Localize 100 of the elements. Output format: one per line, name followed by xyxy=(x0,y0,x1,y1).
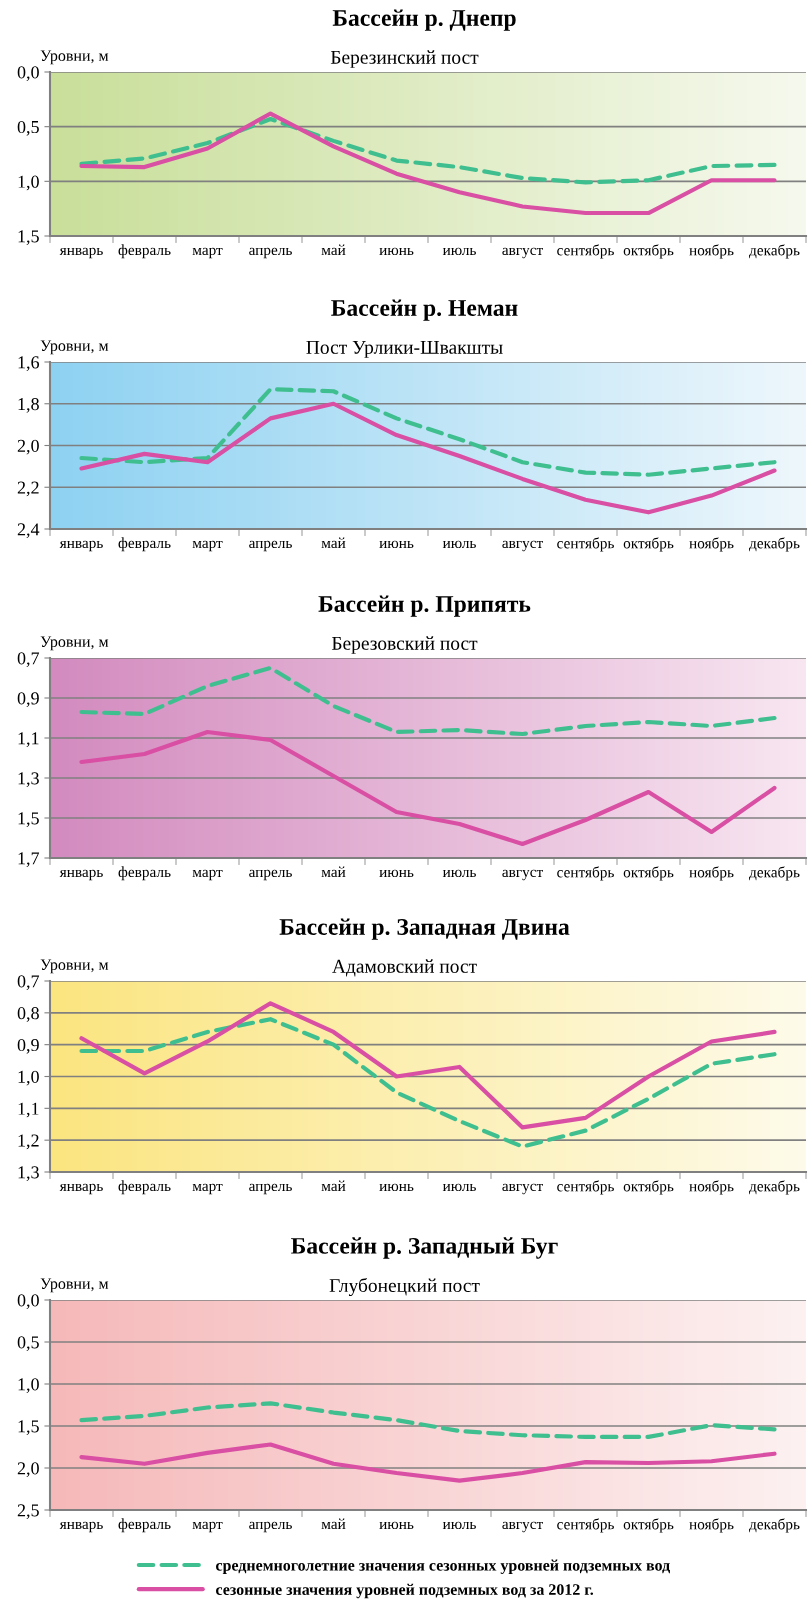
y-tick-label: 0,8 xyxy=(17,1007,39,1022)
y-tick-label: 1,0 xyxy=(18,1070,39,1086)
chart-title: Бассейн р. Припять xyxy=(318,595,531,617)
x-tick-label: январь xyxy=(59,540,103,552)
x-tick-label: октябрь xyxy=(623,1180,674,1195)
x-tick-label: октябрь xyxy=(623,866,674,881)
x-tick-label: февраль xyxy=(118,1518,171,1533)
chart-subtitle: Березинский пост xyxy=(330,50,479,68)
y-tick-label: 0,0 xyxy=(17,1294,39,1310)
x-tick-label: ноябрь xyxy=(689,866,734,881)
x-tick-label: март xyxy=(192,540,223,552)
x-tick-label: апрель xyxy=(249,1183,292,1195)
y-tick-label: 1,2 xyxy=(18,1134,39,1150)
x-tick-label: февраль xyxy=(118,537,171,552)
x-tick-label: март xyxy=(192,247,223,259)
line-series xyxy=(79,1017,777,1149)
x-tick-label: октябрь xyxy=(623,244,674,259)
y-axis-title: Уровни, м xyxy=(40,50,109,65)
x-tick-label: август xyxy=(502,540,543,552)
y-axis-title: Уровни, м xyxy=(40,959,109,974)
x-tick-label: февраль xyxy=(118,1180,171,1195)
y-axis-title: Уровни, м xyxy=(40,1278,109,1293)
y-tick-label: 1,5 xyxy=(18,812,39,828)
line-series xyxy=(79,1001,777,1130)
x-tick-label: июнь xyxy=(379,1183,414,1192)
x-tick-label: август xyxy=(502,1521,543,1533)
x-tick-label: август xyxy=(502,1183,543,1195)
x-tick-label: июль xyxy=(442,1521,476,1530)
y-tick-label: 2,0 xyxy=(17,1462,39,1478)
line-series xyxy=(79,1442,777,1483)
x-tick-label: декабрь xyxy=(749,866,800,881)
legend-label: среднемноголетние значения сезонных уровней подземных вод xyxy=(216,1559,670,1574)
x-tick-label: май xyxy=(321,1518,346,1530)
x-tick-label: ноябрь xyxy=(689,244,734,259)
x-tick-label: январь xyxy=(59,869,103,881)
x-tick-label: октябрь xyxy=(623,1518,674,1533)
x-tick-label: сентябрь xyxy=(557,244,614,259)
line-series xyxy=(79,1401,777,1440)
y-tick-label: 1,7 xyxy=(18,852,40,868)
x-tick-label: май xyxy=(321,866,346,878)
line-series xyxy=(79,665,777,737)
chart-subtitle: Глубонецкий пост xyxy=(329,1277,480,1297)
y-tick-label: 1,1 xyxy=(18,732,39,748)
x-tick-label: апрель xyxy=(249,869,292,881)
x-tick-label: август xyxy=(502,247,543,259)
x-tick-label: август xyxy=(502,869,543,881)
x-tick-label: март xyxy=(192,1521,223,1533)
line-series xyxy=(79,116,777,185)
y-axis-title: Уровни, м xyxy=(40,340,109,355)
x-tick-label: ноябрь xyxy=(689,1518,734,1533)
y-tick-label: 2,2 xyxy=(17,481,39,497)
chart-title: Бассейн р. Западная Двина xyxy=(279,918,570,940)
x-tick-label: сентябрь xyxy=(557,866,614,881)
x-tick-label: июнь xyxy=(379,1521,414,1530)
y-tick-label: 1,3 xyxy=(18,772,39,788)
chart-subtitle: Пост Урлики-Швакшты xyxy=(306,340,503,358)
x-tick-label: декабрь xyxy=(749,1518,800,1533)
y-tick-label: 1,5 xyxy=(18,230,39,246)
x-tick-label: апрель xyxy=(249,1521,292,1533)
line-series xyxy=(79,387,777,477)
y-tick-label: 1,5 xyxy=(18,1420,39,1436)
x-tick-label: май xyxy=(321,537,346,549)
x-tick-label: январь xyxy=(59,1183,103,1195)
x-tick-label: июнь xyxy=(379,247,414,256)
y-tick-label: 1,8 xyxy=(18,398,39,413)
y-tick-label: 0,5 xyxy=(17,120,39,136)
y-tick-label: 2,4 xyxy=(17,523,40,539)
chart-title: Бассейн р. Неман xyxy=(331,299,518,321)
x-tick-label: июль xyxy=(442,869,476,878)
x-tick-label: декабрь xyxy=(749,537,800,552)
x-tick-label: сентябрь xyxy=(557,537,614,552)
x-tick-label: апрель xyxy=(249,247,292,259)
chart-subtitle: Березовский пост xyxy=(331,636,478,654)
y-tick-label: 1,3 xyxy=(18,1166,39,1182)
x-tick-label: апрель xyxy=(249,540,292,552)
y-tick-label: 0,9 xyxy=(17,692,39,708)
x-tick-label: январь xyxy=(59,1521,103,1533)
x-tick-label: март xyxy=(192,1183,223,1195)
x-tick-label: октябрь xyxy=(623,537,674,552)
x-tick-label: июль xyxy=(442,1183,476,1192)
chart-title: Бассейн р. Западный Буг xyxy=(291,1237,558,1259)
y-tick-label: 0,5 xyxy=(17,1336,39,1352)
chart-subtitle: Адамовский пост xyxy=(332,959,477,977)
x-tick-label: март xyxy=(192,869,223,881)
y-tick-label: 2,0 xyxy=(17,439,39,455)
x-tick-label: декабрь xyxy=(749,244,800,259)
y-axis-title: Уровни, м xyxy=(40,636,109,651)
chart-title: Бассейн р. Днепр xyxy=(332,9,516,31)
x-tick-label: сентябрь xyxy=(557,1180,614,1195)
y-tick-label: 1,1 xyxy=(18,1102,39,1118)
x-tick-label: июнь xyxy=(379,540,414,549)
line-series xyxy=(79,111,777,216)
line-series xyxy=(79,729,777,847)
y-tick-label: 0,7 xyxy=(17,652,40,668)
x-tick-label: декабрь xyxy=(749,1180,800,1195)
y-tick-label: 0,7 xyxy=(17,975,40,991)
y-tick-label: 0,9 xyxy=(17,1038,39,1054)
x-tick-label: май xyxy=(321,1180,346,1192)
y-tick-label: 1,0 xyxy=(18,175,39,191)
line-series xyxy=(79,401,777,515)
